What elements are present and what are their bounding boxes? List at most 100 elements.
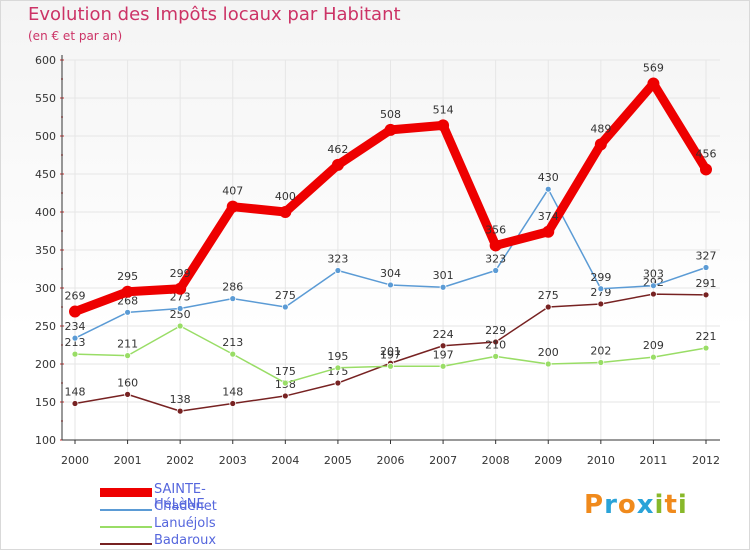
data-label: 160 <box>117 376 138 389</box>
data-label: 221 <box>696 330 717 343</box>
x-tick-label: 2005 <box>324 454 352 467</box>
x-tick-label: 2002 <box>166 454 194 467</box>
data-label: 197 <box>380 348 401 361</box>
data-point <box>176 305 184 312</box>
data-point <box>702 264 710 271</box>
data-point <box>594 138 607 151</box>
data-label: 295 <box>117 270 138 283</box>
logo-letter: P <box>584 490 605 520</box>
data-label: 269 <box>65 290 86 303</box>
data-label: 279 <box>590 286 611 299</box>
data-label: 462 <box>327 143 348 156</box>
data-point <box>702 291 710 299</box>
y-tick-label: 500 <box>35 130 56 143</box>
data-label: 209 <box>643 339 664 352</box>
data-label: 201 <box>380 345 401 358</box>
data-label: 250 <box>170 308 191 321</box>
data-point <box>544 360 552 368</box>
legend-swatch <box>100 488 152 497</box>
data-point <box>71 334 79 342</box>
x-tick-label: 2003 <box>219 454 247 467</box>
logo-letter: r <box>604 490 618 520</box>
x-tick-label: 2009 <box>534 454 562 467</box>
y-tick-label: 200 <box>35 358 56 371</box>
y-tick-label: 350 <box>35 244 56 257</box>
data-label: 286 <box>222 281 243 294</box>
data-label: 224 <box>433 328 454 341</box>
chart-title: Evolution des Impôts locaux par Habitant <box>28 4 401 25</box>
data-point <box>334 364 342 372</box>
data-point <box>492 352 500 360</box>
data-label: 400 <box>275 190 296 203</box>
y-tick-label: 450 <box>35 168 56 181</box>
chart-subtitle: (en € et par an) <box>28 29 123 43</box>
data-label: 323 <box>327 253 348 266</box>
data-point <box>387 362 394 370</box>
data-label: 291 <box>696 277 717 290</box>
data-label: 148 <box>65 386 86 399</box>
data-point <box>597 359 605 366</box>
y-tick-label: 600 <box>35 54 56 67</box>
data-point <box>69 305 81 318</box>
data-point <box>650 353 657 361</box>
data-point <box>647 77 660 90</box>
data-label: 374 <box>538 210 559 223</box>
data-label: 273 <box>170 291 191 304</box>
data-label: 489 <box>590 122 611 135</box>
legend-swatch <box>100 509 152 511</box>
data-point <box>124 352 131 360</box>
logo-letter: i <box>654 490 665 520</box>
data-point <box>597 300 605 308</box>
data-label: 229 <box>485 324 506 337</box>
data-label: 303 <box>643 268 664 281</box>
data-point <box>702 344 710 352</box>
data-point <box>229 350 237 358</box>
data-label: 508 <box>380 108 401 121</box>
data-point <box>650 282 657 290</box>
data-point <box>650 290 657 298</box>
x-tick-label: 2008 <box>482 454 510 467</box>
data-label: 356 <box>485 223 506 236</box>
data-point <box>124 308 131 316</box>
legend-swatch <box>100 526 152 528</box>
x-tick-label: 2012 <box>692 454 720 467</box>
legend-label: Badaroux <box>154 533 217 548</box>
legend-swatch <box>100 543 152 545</box>
data-point <box>334 379 342 387</box>
data-point <box>439 283 447 291</box>
x-tick-label: 2007 <box>429 454 457 467</box>
data-label: 323 <box>485 253 506 266</box>
x-tick-label: 2010 <box>587 454 615 467</box>
data-point <box>71 400 79 407</box>
data-point <box>281 392 289 400</box>
x-tick-label: 2001 <box>114 454 142 467</box>
legend-label: Chadenet <box>154 499 217 514</box>
data-point <box>384 123 397 136</box>
data-point <box>544 185 552 193</box>
data-label: 304 <box>380 267 401 280</box>
y-tick-label: 400 <box>35 206 56 219</box>
data-label: 275 <box>275 289 296 302</box>
data-point <box>492 267 500 274</box>
data-point <box>334 267 342 274</box>
data-point <box>281 303 289 311</box>
data-label: 175 <box>275 365 296 378</box>
data-label: 210 <box>485 338 506 351</box>
data-label: 138 <box>170 393 191 406</box>
data-point <box>492 338 500 346</box>
y-tick-label: 150 <box>35 396 56 409</box>
data-point <box>542 225 555 238</box>
data-point <box>226 200 239 213</box>
logo-letter: i <box>677 490 688 520</box>
x-tick-label: 2000 <box>61 454 89 467</box>
y-tick-label: 300 <box>35 282 56 295</box>
data-point <box>597 285 605 293</box>
data-label: 148 <box>222 386 243 399</box>
data-point <box>439 362 447 370</box>
data-label: 202 <box>590 344 611 357</box>
data-point <box>281 379 289 387</box>
data-point <box>489 239 502 252</box>
data-label: 301 <box>433 269 454 282</box>
data-label: 407 <box>222 185 243 198</box>
data-label: 275 <box>538 289 559 302</box>
